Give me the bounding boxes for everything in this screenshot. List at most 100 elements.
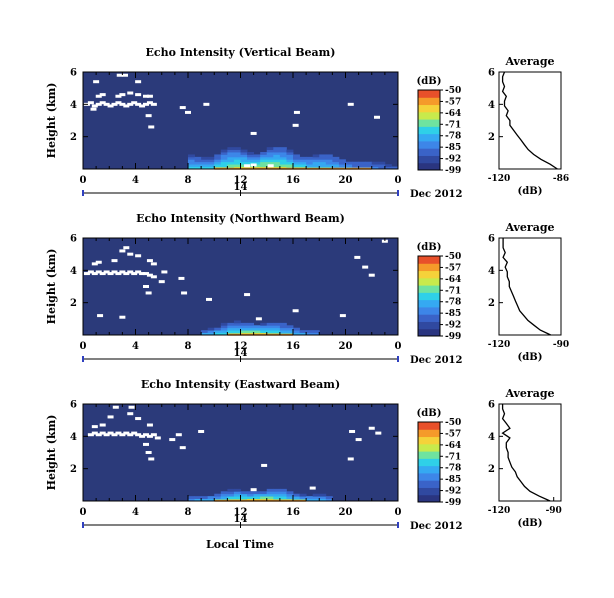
echo-cell bbox=[227, 327, 235, 331]
echo-cell bbox=[319, 161, 327, 165]
average-profile-line bbox=[502, 238, 551, 336]
gap-cell bbox=[115, 431, 122, 435]
colorbar-tick-label: -85 bbox=[445, 475, 461, 485]
gap-cell bbox=[103, 433, 110, 437]
date-month-label: Dec 2012 bbox=[410, 355, 462, 366]
date-day-label: 14 bbox=[234, 514, 248, 525]
echo-cell bbox=[378, 166, 386, 170]
x-tick-label: 12 bbox=[234, 175, 248, 186]
echo-cell bbox=[240, 161, 248, 165]
x-tick-label: 0 bbox=[395, 175, 402, 186]
gap-cell bbox=[250, 488, 257, 492]
echo-cell bbox=[194, 156, 202, 160]
echo-cell bbox=[286, 159, 294, 163]
average-y-tick-label: 6 bbox=[488, 234, 495, 245]
colorbar-segment bbox=[418, 133, 440, 142]
average-x-label: (dB) bbox=[518, 186, 543, 197]
colorbar-segment bbox=[418, 487, 440, 496]
echo-cell bbox=[214, 156, 222, 160]
echo-cell bbox=[299, 493, 307, 497]
colorbar-tick-label: -64 bbox=[445, 109, 461, 119]
gap-cell bbox=[185, 110, 191, 114]
echo-cell bbox=[266, 149, 274, 153]
echo-cell bbox=[247, 493, 255, 497]
echo-cell bbox=[266, 496, 274, 499]
echo-cell bbox=[207, 164, 215, 167]
echo-cell bbox=[332, 159, 340, 163]
y-tick-label: 6 bbox=[70, 68, 77, 79]
average-x-label: (dB) bbox=[518, 352, 543, 363]
average-x-tick-label: -120 bbox=[488, 174, 511, 184]
echo-cell bbox=[266, 322, 274, 326]
gap-cell bbox=[135, 80, 142, 84]
echo-cell bbox=[207, 156, 215, 160]
panel-2: Echo Intensity (Eastward Beam) 2 4 6 Height … bbox=[45, 378, 562, 532]
echo-cell bbox=[214, 159, 222, 163]
echo-cell bbox=[247, 330, 255, 333]
gap-cell bbox=[139, 434, 146, 438]
echo-cell bbox=[319, 154, 327, 158]
x-tick-label: 4 bbox=[132, 507, 139, 518]
gap-cell bbox=[178, 276, 185, 280]
gap-cell bbox=[244, 164, 251, 168]
echo-cell bbox=[273, 496, 281, 499]
colorbar-tick-label: -57 bbox=[445, 97, 461, 107]
echo-cell bbox=[240, 493, 248, 497]
echo-cell bbox=[247, 164, 255, 167]
echo-cell bbox=[266, 154, 274, 158]
echo-cell bbox=[240, 156, 248, 160]
echo-cell bbox=[312, 164, 320, 167]
gap-cell bbox=[179, 446, 186, 450]
echo-cell bbox=[306, 496, 314, 499]
echo-cell bbox=[279, 147, 287, 150]
echo-cell bbox=[201, 156, 209, 160]
colorbar-frame bbox=[417, 421, 441, 503]
average-title: Average bbox=[504, 55, 554, 68]
gap-cell bbox=[111, 259, 118, 263]
average-y-tick-label: 4 bbox=[488, 266, 495, 277]
echo-cell bbox=[299, 164, 307, 167]
echo-cell bbox=[332, 161, 340, 165]
colorbar-tick-label: -64 bbox=[445, 275, 461, 285]
y-axis-label: Height (km) bbox=[45, 83, 58, 159]
gap-cell bbox=[368, 273, 375, 277]
echo-cell bbox=[207, 159, 215, 163]
echo-cell bbox=[201, 159, 209, 163]
echo-cell bbox=[299, 496, 307, 499]
echo-cell bbox=[247, 491, 255, 495]
echo-cell bbox=[299, 156, 307, 160]
gap-cell bbox=[179, 106, 186, 110]
gap-cell bbox=[139, 104, 146, 108]
colorbar-segment bbox=[418, 292, 440, 301]
gap-cell bbox=[374, 115, 380, 119]
colorbar-tick-label: -92 bbox=[445, 487, 461, 497]
echo-cell bbox=[233, 488, 241, 492]
echo-cell bbox=[201, 164, 209, 167]
y-tick-label: 2 bbox=[70, 132, 77, 143]
echo-cell bbox=[233, 330, 241, 333]
echo-cell bbox=[279, 322, 287, 326]
echo-cell bbox=[358, 164, 366, 167]
gap-cell bbox=[99, 431, 106, 435]
average-frame bbox=[498, 237, 562, 336]
gap-cell bbox=[148, 125, 155, 129]
echo-cell bbox=[194, 159, 202, 163]
echo-cell bbox=[266, 330, 274, 333]
average-frame bbox=[498, 71, 562, 170]
gap-cell bbox=[91, 431, 98, 435]
gap-cell bbox=[123, 431, 130, 435]
average-frame bbox=[498, 403, 562, 502]
x-tick-label: 0 bbox=[80, 507, 87, 518]
echo-cell bbox=[273, 154, 281, 158]
y-tick-label: 4 bbox=[70, 100, 77, 111]
echo-cell bbox=[299, 330, 307, 333]
echo-cell bbox=[312, 159, 320, 163]
colorbar-segment bbox=[418, 494, 440, 503]
echo-cell bbox=[240, 164, 248, 167]
panel-0: Echo Intensity (Vertical Beam) 2 4 6 Height … bbox=[45, 46, 569, 200]
average-x-label: (dB) bbox=[518, 518, 543, 529]
average-x-tick-label: -90 bbox=[553, 340, 569, 350]
gap-cell bbox=[95, 102, 102, 106]
echo-cell bbox=[266, 488, 274, 492]
gap-cell bbox=[123, 272, 130, 276]
